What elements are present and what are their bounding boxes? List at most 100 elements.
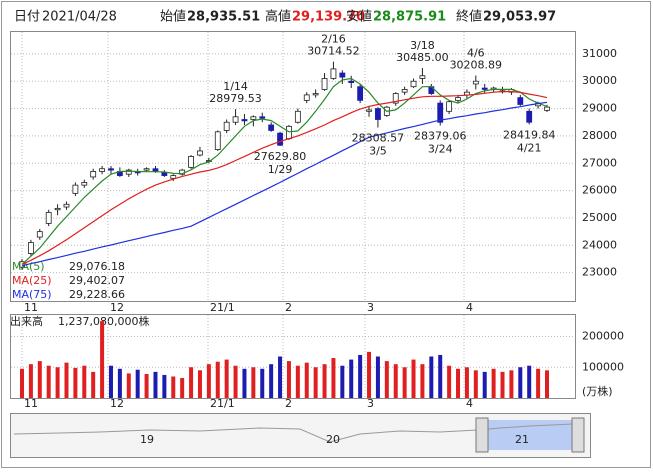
volume-bar bbox=[224, 359, 229, 398]
x-tick-label: 11 bbox=[24, 301, 38, 314]
x-tick-label: 12 bbox=[110, 301, 124, 314]
volume-bar bbox=[100, 321, 105, 398]
x-tick-label: 21/1 bbox=[210, 301, 235, 314]
volume-bar bbox=[429, 356, 434, 398]
annotation-value: 28979.53 bbox=[209, 92, 262, 105]
candle-body bbox=[312, 93, 319, 96]
volume-bar bbox=[313, 367, 318, 398]
candle-body bbox=[330, 68, 337, 79]
x-tick-label: 2 bbox=[285, 301, 292, 314]
volume-bar bbox=[304, 362, 309, 398]
volume-bar bbox=[153, 371, 158, 398]
volume-bar bbox=[64, 362, 69, 398]
candle-body bbox=[241, 119, 248, 122]
legend-value: 29,076.18 bbox=[69, 260, 125, 273]
x-tick-label: 3 bbox=[367, 397, 374, 410]
candle-body bbox=[357, 86, 364, 101]
annotation-date: 3/24 bbox=[428, 143, 453, 156]
volume-bar bbox=[73, 367, 78, 398]
volume-bar bbox=[402, 367, 407, 398]
volume-bar bbox=[108, 365, 113, 398]
volume-bar bbox=[206, 364, 211, 398]
volume-bar bbox=[162, 374, 167, 398]
volume-bar bbox=[171, 376, 176, 398]
navigator-handle[interactable] bbox=[571, 417, 585, 453]
volume-bar bbox=[135, 369, 140, 398]
volume-bar bbox=[375, 356, 380, 398]
navigator-label: 21 bbox=[515, 433, 529, 446]
volume-bar bbox=[197, 370, 202, 398]
y-tick-label: 100000 bbox=[582, 360, 624, 373]
candle-body bbox=[99, 168, 105, 172]
candle-body bbox=[303, 94, 310, 101]
volume-bar bbox=[349, 359, 354, 398]
volume-bar bbox=[527, 365, 532, 398]
candle-body bbox=[27, 242, 34, 254]
annotation-value: 27629.80 bbox=[254, 150, 307, 163]
date-label: 日付 bbox=[14, 10, 40, 25]
header-value: 28,875.91 bbox=[373, 10, 446, 25]
legend-name: MA(5) bbox=[12, 260, 45, 273]
header-value: 28,935.51 bbox=[187, 10, 260, 25]
volume-bar bbox=[55, 367, 60, 398]
volume-bar bbox=[20, 368, 24, 398]
candle-body bbox=[455, 97, 461, 101]
volume-bar bbox=[28, 364, 33, 398]
volume-bar bbox=[518, 367, 523, 398]
volume-bar bbox=[180, 378, 185, 398]
header-label: 始値 bbox=[160, 9, 186, 25]
candle-body bbox=[72, 184, 79, 194]
candle-body bbox=[152, 168, 159, 172]
volume-bar bbox=[447, 365, 452, 398]
volume-bar bbox=[367, 351, 372, 398]
annotation-date: 2/16 bbox=[321, 33, 346, 46]
volume-bar bbox=[482, 371, 487, 398]
annotation-value: 30485.00 bbox=[396, 51, 449, 64]
candle-body bbox=[19, 261, 25, 268]
volume-bar bbox=[144, 374, 149, 398]
candle-body bbox=[188, 156, 194, 168]
volume-bar bbox=[189, 367, 194, 398]
navigator-handle[interactable] bbox=[475, 417, 489, 453]
annotation-value: 30208.89 bbox=[450, 59, 503, 72]
volume-panel bbox=[10, 314, 576, 399]
volume-total: 1,237,080,000株 bbox=[58, 314, 149, 328]
candle-body bbox=[375, 108, 381, 120]
volume-bar bbox=[322, 364, 327, 398]
volume-bar bbox=[117, 368, 122, 398]
candle-body bbox=[81, 182, 88, 186]
candle-body bbox=[170, 175, 177, 179]
volume-bar bbox=[420, 364, 425, 398]
candle-body bbox=[63, 203, 70, 208]
price-panel bbox=[10, 31, 576, 302]
candle-body bbox=[54, 207, 61, 211]
candle-body bbox=[294, 110, 301, 123]
volume-bar bbox=[233, 365, 238, 398]
annotation-value: 28308.57 bbox=[352, 131, 405, 144]
volume-bar bbox=[286, 361, 291, 398]
x-tick-label: 21/1 bbox=[210, 397, 235, 410]
candle-body bbox=[90, 171, 97, 178]
volume-bar bbox=[340, 365, 345, 398]
candle-body bbox=[268, 124, 275, 131]
volume-bar bbox=[384, 361, 389, 398]
volume-bar bbox=[438, 354, 443, 398]
volume-bar bbox=[491, 368, 496, 398]
candle-body bbox=[45, 212, 52, 224]
annotation-date: 1/29 bbox=[268, 163, 293, 176]
volume-bar bbox=[269, 364, 274, 398]
ma-line bbox=[21, 77, 548, 265]
candle-body bbox=[223, 121, 230, 131]
date: 2021/04/28 bbox=[42, 10, 117, 25]
candle-body bbox=[161, 172, 168, 176]
candle-body bbox=[437, 102, 444, 123]
annotation-date: 3/18 bbox=[410, 39, 435, 52]
candle-body bbox=[517, 97, 524, 105]
candle-body bbox=[232, 116, 239, 123]
x-tick-label: 4 bbox=[466, 301, 473, 314]
candle-body bbox=[259, 116, 266, 119]
volume-bar bbox=[393, 364, 398, 398]
volume-bar bbox=[260, 368, 265, 398]
y-tick-label: 23000 bbox=[582, 266, 617, 279]
y-tick-label: 27000 bbox=[582, 156, 617, 169]
